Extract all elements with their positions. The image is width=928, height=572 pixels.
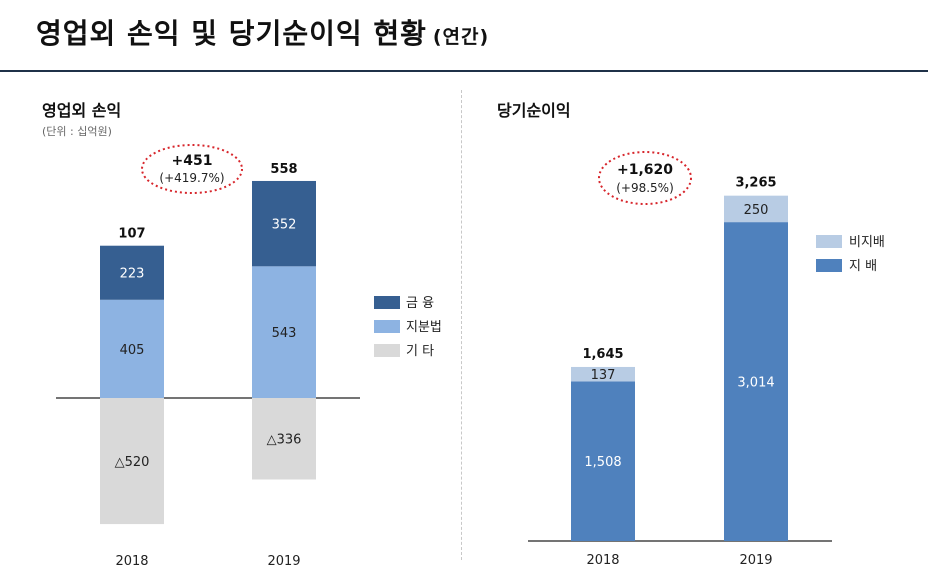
change-rate: (+98.5%) [616,181,674,195]
bar-other-2019 [252,398,316,480]
legend-label: 기 타 [406,344,434,359]
title-underline [0,70,928,72]
x-tick-label: 2018 [586,553,619,568]
bar-controlling-2018 [571,381,635,541]
x-tick-label: 2018 [115,554,148,569]
page-title-text: 영업외 손익 및 당기순이익 현황 [36,17,427,50]
bar-noncontrolling-2019 [724,195,788,223]
bar-equity-method-2019 [252,266,316,398]
non-operating-chart-title: 영업외 손익 [42,101,122,120]
legend-label: 지분법 [406,320,442,335]
change-circle [141,144,243,194]
legend-swatch [816,259,842,272]
data-label: 352 [272,218,297,233]
bar-finance-2019 [252,180,316,267]
total-label: 1,645 [582,347,623,362]
change-circle [598,151,692,205]
bar-finance-2018 [100,245,164,300]
data-label: 3,014 [737,376,774,391]
total-label: 3,265 [735,176,776,191]
total-label: 107 [118,227,145,242]
data-label: 1,508 [584,455,621,470]
change-rate: (+419.7%) [159,171,224,185]
data-label: 405 [120,343,145,358]
legend-swatch [374,296,400,309]
change-amount: +451 [172,153,213,169]
legend-label: 지 배 [849,259,877,274]
unit-note: (단위 : 십억원) [42,125,112,138]
legend-swatch [374,320,400,333]
bar-equity-method-2018 [100,299,164,398]
data-label: △336 [267,433,302,448]
net-income-chart-title: 당기순이익 [497,101,571,120]
legend-label: 금 융 [406,296,434,311]
bar-controlling-2019 [724,222,788,541]
data-label: △520 [115,455,150,470]
legend-label: 비지배 [849,235,885,250]
x-tick-label: 2019 [739,553,772,568]
data-label: 250 [744,203,769,218]
data-label: 223 [120,267,145,282]
bar-other-2018 [100,398,164,525]
bar-noncontrolling-2018 [571,366,635,382]
change-amount: +1,620 [617,162,673,178]
panel-divider [461,90,462,560]
page-title-suffix: (연간) [432,26,490,48]
total-label: 558 [270,162,297,177]
page-title: 영업외 손익 및 당기순이익 현황 (연간) [36,12,489,52]
data-label: 137 [591,368,616,383]
legend-swatch [374,344,400,357]
legend-swatch [816,235,842,248]
data-label: 543 [272,326,297,341]
x-tick-label: 2019 [267,554,300,569]
